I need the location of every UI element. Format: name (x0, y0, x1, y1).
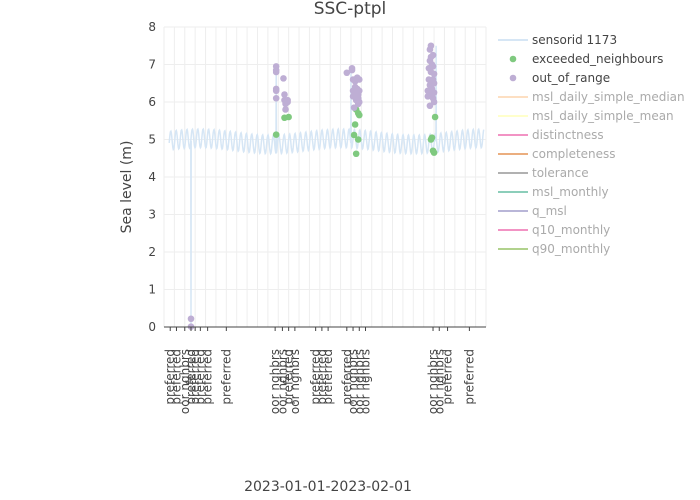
out-of-range-point (355, 76, 363, 83)
out-of-range-point (429, 51, 437, 59)
legend[interactable]: sensorid 1173 exceeded_neighbours out_of_r… (498, 33, 685, 256)
legend-label: distinctness (532, 128, 604, 142)
out-of-range-point (281, 91, 288, 98)
legend-item[interactable]: exceeded_neighbours (509, 52, 664, 66)
out-of-range-point (343, 69, 351, 77)
out-of-range-point (427, 42, 435, 50)
flag-points (187, 42, 439, 330)
legend-item[interactable]: sensorid 1173 (498, 33, 617, 47)
x-tick-label: preferred (163, 349, 177, 405)
y-tick-label: 0 (148, 320, 156, 334)
x-tick-label: oor nghbrs (275, 349, 289, 414)
exceeded-neighbours-point (355, 111, 363, 119)
out-of-range-point (430, 89, 438, 96)
out-of-range-point (430, 70, 438, 78)
legend-label: q90_monthly (532, 242, 610, 256)
y-tick-label: 3 (148, 208, 156, 222)
legend-item[interactable]: msl_daily_simple_mean (498, 109, 674, 123)
x-tick-label: preferred (184, 349, 198, 405)
legend-label: msl_daily_simple_median (532, 90, 685, 104)
legend-label: out_of_range (532, 71, 610, 85)
exceeded-neighbours-point (272, 131, 280, 138)
x-tick-label: preferred (462, 349, 476, 405)
x-tick-label: preferred (201, 349, 215, 405)
legend-marker (509, 74, 517, 82)
out-of-range-point (282, 106, 289, 113)
sensor-line (168, 45, 485, 328)
x-tick-label: preferred (193, 349, 207, 405)
y-gridlines (164, 26, 486, 328)
x-tick-label: oor nghbrs (432, 349, 446, 414)
exceeded-neighbours-point (430, 149, 438, 156)
legend-label: sensorid 1173 (532, 33, 617, 47)
legend-item[interactable]: msl_daily_simple_median (498, 90, 685, 104)
y-tick-label: 8 (148, 20, 156, 34)
x-tick-label: preferred (219, 349, 233, 405)
x-tick-label: preferred (169, 349, 183, 405)
chart-title: SSC-ptpl (314, 0, 387, 19)
x-tick-label: preferred (441, 349, 455, 405)
y-tick-labels: 0 1 2 3 4 5 6 7 8 (148, 20, 156, 334)
legend-marker (509, 55, 517, 63)
x-tick-label: preferred (309, 349, 323, 405)
legend-label: tolerance (532, 166, 589, 180)
x-tick-label: oor nghbrs (346, 349, 360, 414)
y-tick-label: 6 (148, 95, 156, 109)
x-tick-label: oor nghbrs (178, 349, 192, 414)
exceeded-neighbours-point (350, 131, 358, 139)
out-of-range-point (284, 98, 291, 106)
exceeded-neighbours-point (285, 113, 292, 121)
x-tick-label: oor nghbrs (426, 349, 440, 414)
out-of-range-point (348, 66, 356, 74)
x-tick-label: preferred (315, 349, 329, 405)
y-tick-label: 5 (148, 133, 156, 147)
x-axis-title: 2023-01-01-2023-02-01 (244, 479, 412, 495)
legend-label: q_msl (532, 204, 567, 218)
legend-label: msl_daily_simple_mean (532, 109, 674, 123)
exceeded-neighbours-point (431, 113, 439, 121)
y-axis-title: Sea level (m) (119, 141, 135, 234)
out-of-range-point (280, 75, 287, 82)
legend-item[interactable]: q10_monthly (498, 223, 610, 237)
out-of-range-point (429, 63, 437, 70)
y-tick-label: 4 (148, 170, 156, 184)
legend-item[interactable]: out_of_range (509, 71, 610, 85)
exceeded-neighbours-point (354, 136, 362, 143)
out-of-range-point (187, 315, 195, 323)
legend-item[interactable]: q90_monthly (498, 242, 610, 256)
x-tick-label: oor nghbrs (359, 349, 373, 414)
legend-item[interactable]: q_msl (498, 204, 567, 218)
exceeded-neighbours-point (351, 121, 359, 128)
x-tick-label: preferred (340, 349, 354, 405)
x-tick-label: preferred (188, 349, 202, 405)
out-of-range-point (272, 87, 280, 95)
x-tick-label: preferred (321, 349, 335, 405)
out-of-range-point (430, 98, 438, 106)
x-tick-label: oor nghbrs (352, 349, 366, 414)
legend-item[interactable]: tolerance (498, 166, 589, 180)
legend-label: q10_monthly (532, 223, 610, 237)
legend-item[interactable]: msl_monthly (498, 185, 609, 199)
out-of-range-point (355, 87, 363, 95)
legend-item[interactable]: completeness (498, 147, 616, 161)
x-tick-label: preferred (282, 349, 296, 405)
x-tick-label: oor nghbrs (288, 349, 302, 414)
out-of-range-point (355, 98, 363, 106)
exceeded-neighbours-point (428, 134, 436, 141)
legend-item[interactable]: distinctness (498, 128, 604, 142)
legend-label: exceeded_neighbours (532, 52, 663, 66)
exceeded-neighbours-point (352, 150, 360, 158)
out-of-range-point (272, 68, 280, 76)
sensor-series (168, 45, 485, 328)
legend-label: completeness (532, 147, 616, 161)
y-tick-label: 2 (148, 245, 156, 259)
x-tick-label: oor nghbrs (268, 349, 282, 414)
out-of-range-point (272, 94, 280, 102)
y-tick-label: 1 (148, 283, 156, 297)
y-tick-label: 7 (148, 58, 156, 72)
legend-label: msl_monthly (532, 185, 609, 199)
out-of-range-point (430, 79, 438, 87)
